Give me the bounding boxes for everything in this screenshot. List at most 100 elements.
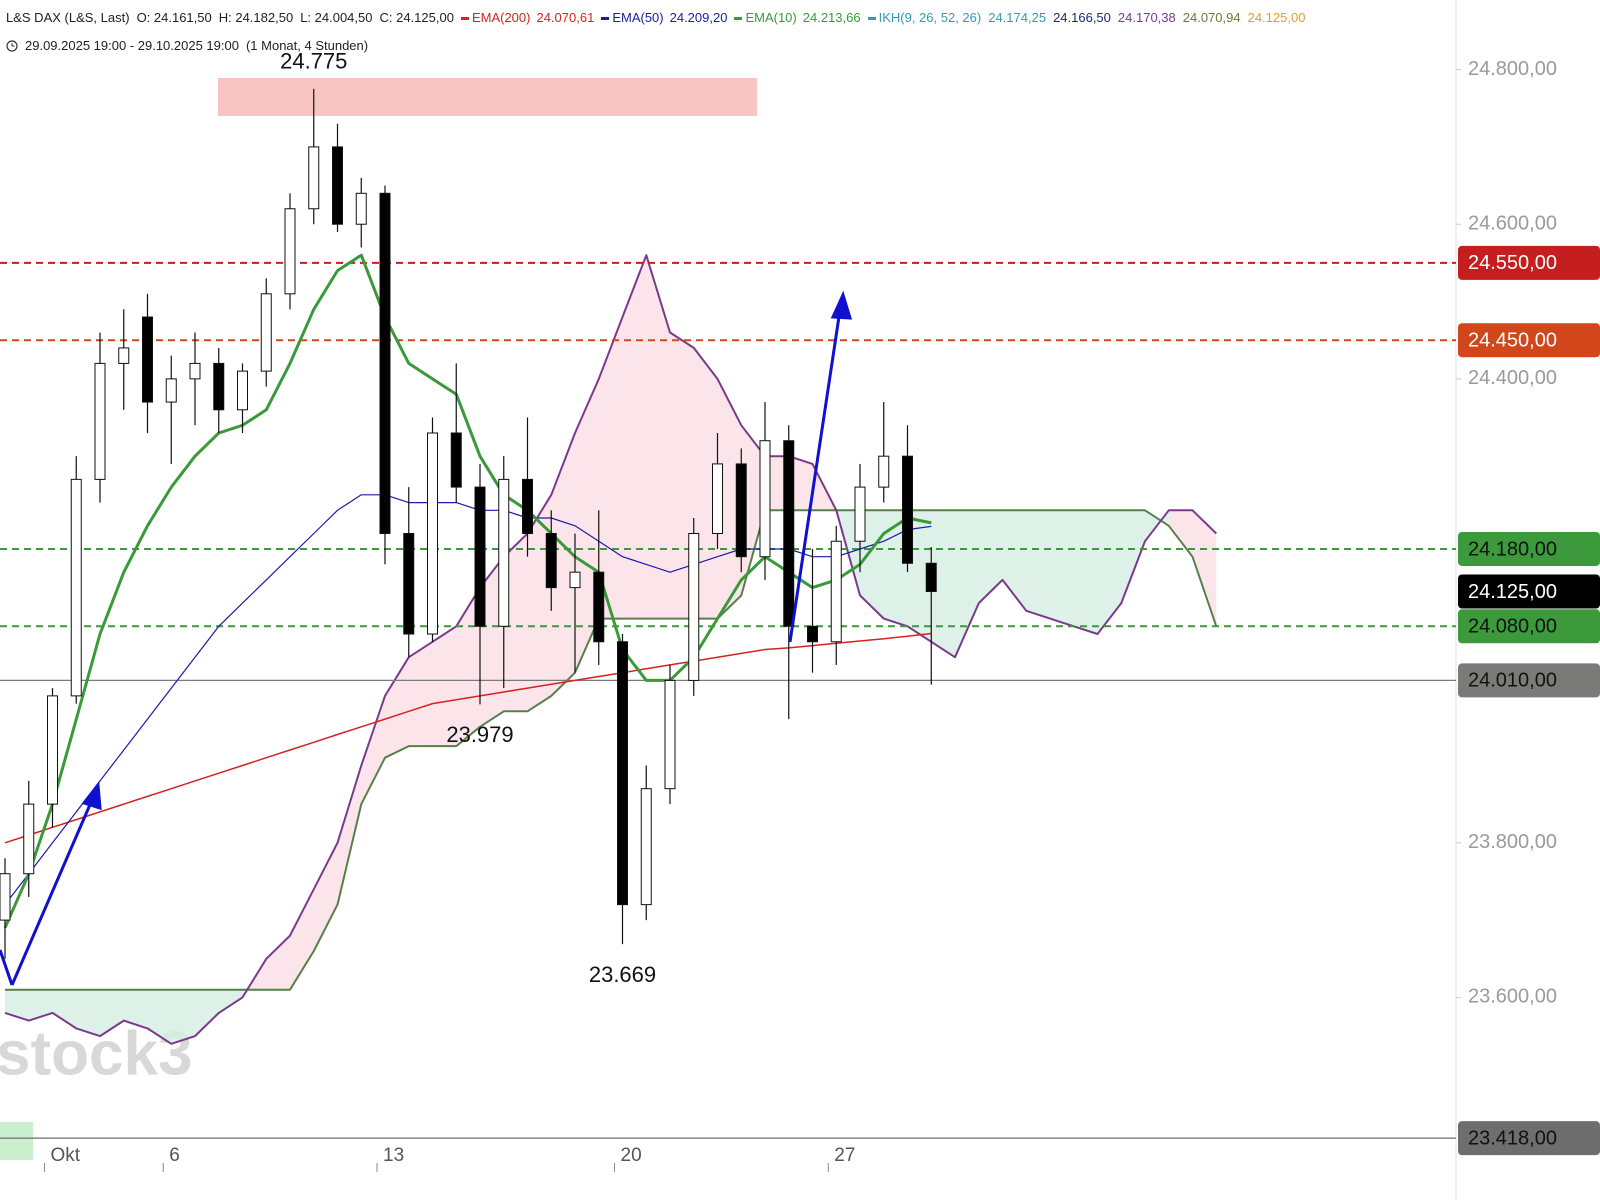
candle-body — [0, 873, 11, 921]
legend-value: 24.166,50 — [1053, 10, 1111, 25]
cloud-segment — [361, 695, 385, 805]
cloud-segment — [551, 432, 575, 696]
cloud-segment — [408, 641, 433, 747]
cloud-segment — [337, 765, 362, 905]
price-annotation: 23.669 — [589, 962, 656, 987]
levels-layer — [0, 261, 1456, 1139]
y-tick-label: 24.800,00 — [1468, 58, 1557, 80]
ema-line — [4, 494, 932, 905]
legend-item: EMA(200) 24.070,61 — [460, 10, 595, 25]
x-tick-label: 6 — [169, 1145, 180, 1166]
price-box — [1458, 531, 1600, 566]
cloud-segment — [1192, 510, 1217, 627]
candle-body — [593, 571, 605, 643]
price-box — [1458, 663, 1600, 698]
candle-body — [23, 803, 35, 875]
y-tick-label: 24.400,00 — [1468, 367, 1557, 389]
y-tick-label: 24.600,00 — [1468, 213, 1557, 235]
legend-name: EMA(50) — [612, 10, 664, 25]
candle-body — [118, 347, 130, 364]
background-layer: stock3 — [0, 0, 1457, 1200]
cloud-segment — [313, 842, 338, 952]
trend-arrow — [0, 290, 853, 986]
price-annotation: 24.775 — [280, 49, 347, 74]
cloud-segment — [195, 989, 219, 1037]
cloud-segment — [503, 533, 528, 712]
legend-swatch — [601, 17, 610, 21]
x-tick-label: 20 — [621, 1145, 642, 1166]
date-range: 29.09.2025 19:00 - 29.10.2025 19:00 — [25, 38, 239, 53]
axis-layer: 24.550,00 24.450,00 24.180,00 24.125,00 24.0… — [44, 58, 1600, 1172]
cloud-segment — [1050, 510, 1074, 627]
indicator-layer — [3, 253, 932, 929]
legend-swatch — [734, 17, 743, 21]
candle-body — [830, 540, 842, 643]
candle-body — [664, 679, 676, 790]
candle-body — [522, 478, 533, 535]
candle-body — [783, 440, 795, 627]
price-annotation: 23.979 — [446, 722, 513, 747]
legend-name: IKH(9, 26, 52, 26) — [878, 10, 982, 25]
candle-body — [807, 625, 818, 643]
candle-body — [617, 641, 628, 906]
cloud-segment — [765, 456, 789, 511]
candle-body — [854, 486, 866, 542]
legend-swatch — [867, 17, 876, 21]
cloud-segment — [123, 989, 148, 1029]
candle-body — [450, 432, 462, 488]
clock-icon — [6, 39, 18, 52]
legend-value: 24.170,38 — [1117, 10, 1176, 25]
candle-body — [94, 362, 106, 480]
cloud-segment — [480, 556, 504, 727]
cloud-segment — [978, 510, 1003, 604]
period: (1 Monat, 4 Stunden) — [245, 38, 369, 53]
cloud-layer — [4, 254, 1218, 1045]
price-box — [1458, 609, 1600, 644]
arrow-shaft — [788, 309, 842, 643]
candle-body — [688, 533, 700, 681]
legend-item: EMA(50) 24.209,20 — [601, 10, 727, 25]
legend-value: 24.070,61 — [536, 10, 595, 25]
cloud-segment — [1002, 510, 1027, 611]
price-label: 24.180,00 — [1468, 538, 1557, 560]
candle-body — [213, 362, 225, 411]
candle-body — [189, 362, 201, 380]
price-label: 24.450,00 — [1468, 329, 1557, 351]
cloud-segment — [28, 989, 53, 1021]
candle-body — [308, 146, 320, 210]
price-label: 24.080,00 — [1468, 616, 1557, 638]
cloud-segment — [5, 989, 29, 1021]
cloud-segment — [931, 510, 955, 658]
cloud-segment — [907, 510, 932, 642]
cloud-segment — [100, 989, 124, 1037]
candle-body — [735, 463, 747, 558]
cloud-segment — [860, 510, 884, 619]
cloud-segment — [1168, 510, 1193, 557]
cloud-segment — [1026, 510, 1050, 619]
candle-body — [355, 192, 367, 225]
arrow-head — [81, 781, 102, 811]
candle-body — [878, 455, 890, 488]
candle-layer — [0, 88, 937, 959]
cloud-segment — [76, 989, 100, 1037]
ohlc-label: L: 24.004,50 — [300, 10, 373, 25]
cloud-segment — [432, 626, 457, 747]
cloud-segment — [1097, 510, 1122, 635]
legend-name: EMA(200) — [471, 10, 531, 25]
legend-swatch — [460, 17, 469, 21]
candle-body — [569, 571, 581, 589]
legend-value: 24.213,66 — [802, 10, 861, 25]
cloud-segment — [1121, 510, 1145, 604]
price-label: 24.125,00 — [1468, 581, 1557, 603]
x-tick-label: Okt — [51, 1145, 81, 1166]
candle-body — [260, 293, 272, 372]
candle-body — [474, 486, 486, 627]
header-row: 29.09.2025 19:00 - 29.10.2025 19:00 (1 M… — [6, 38, 368, 53]
cloud-segment — [218, 989, 243, 1013]
legend-name: EMA(10) — [745, 10, 797, 25]
cloud-segment — [1073, 510, 1098, 635]
cloud-segment — [147, 989, 172, 1044]
price-box — [1458, 323, 1600, 358]
legend-value: 24.174,25 — [988, 10, 1047, 25]
